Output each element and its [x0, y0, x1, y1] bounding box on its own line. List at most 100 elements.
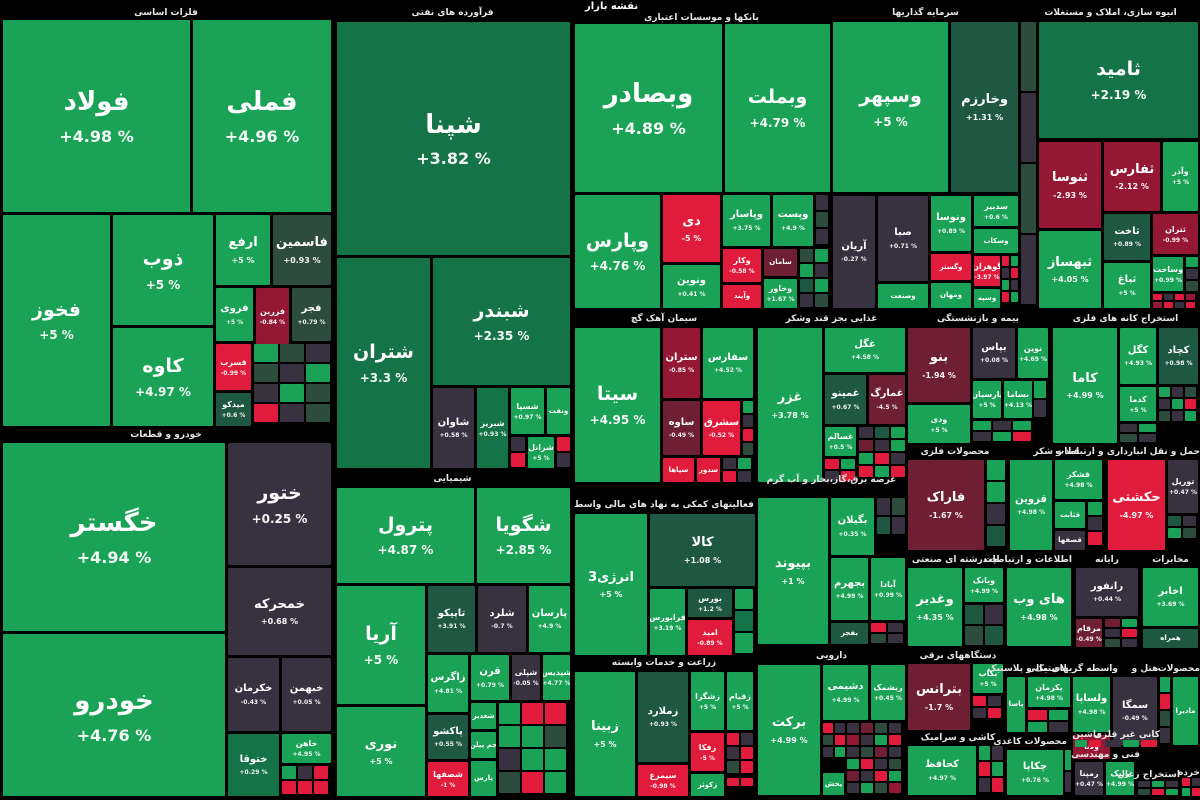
treemap-tile[interactable]: زقیام +5 %	[727, 672, 753, 730]
treemap-tile-small[interactable]	[1021, 22, 1036, 91]
treemap-tile-small[interactable]	[993, 421, 1011, 430]
treemap-tile-small[interactable]	[1185, 399, 1196, 409]
treemap-tile-small[interactable]	[254, 384, 278, 402]
treemap-tile-small[interactable]	[1186, 294, 1195, 300]
treemap-tile[interactable]: بگیلان +0.35 %	[831, 498, 874, 555]
treemap-tile-small[interactable]	[1139, 434, 1156, 442]
treemap-tile-small[interactable]	[1160, 694, 1170, 709]
treemap-tile-small[interactable]	[743, 429, 753, 441]
treemap-tile-small[interactable]	[1160, 728, 1170, 743]
treemap-tile[interactable]: وسپه	[974, 289, 1000, 308]
treemap-tile-small[interactable]	[1152, 781, 1164, 787]
treemap-tile-small[interactable]	[743, 443, 753, 455]
treemap-tile[interactable]: ثباغ +5 %	[1104, 263, 1150, 308]
treemap-tile[interactable]: وساخت +0.99 %	[1153, 257, 1183, 291]
treemap-tile-small[interactable]	[1049, 722, 1068, 732]
treemap-tile[interactable]: ساوه -0.49 %	[663, 401, 700, 455]
treemap-tile-small[interactable]	[875, 427, 889, 438]
treemap-tile[interactable]: شگویا +2.85 %	[477, 488, 570, 583]
treemap-tile-small[interactable]	[979, 778, 990, 792]
treemap-tile[interactable]: ستران -0.85 %	[663, 328, 700, 398]
treemap-tile-small[interactable]	[254, 364, 278, 382]
treemap-tile-small[interactable]	[800, 279, 813, 292]
treemap-tile-small[interactable]	[815, 264, 828, 277]
treemap-tile-small[interactable]	[1186, 281, 1198, 291]
treemap-tile-small[interactable]	[1122, 629, 1137, 637]
treemap-tile[interactable]: وبانک +4.99 %	[965, 568, 1003, 602]
treemap-tile[interactable]: پترول +4.87 %	[337, 488, 474, 583]
treemap-tile[interactable]: دشیمی +4.99 %	[823, 665, 868, 720]
treemap-tile[interactable]: غگل +4.58 %	[825, 328, 905, 372]
treemap-tile-small[interactable]	[1065, 772, 1071, 792]
treemap-tile-small[interactable]	[891, 440, 905, 451]
treemap-tile[interactable]: بورس +1.2 %	[688, 589, 732, 617]
treemap-tile-small[interactable]	[1120, 424, 1137, 432]
treemap-tile[interactable]: قثابت	[1055, 502, 1085, 528]
treemap-tile[interactable]: میدکو +0.6 %	[216, 393, 251, 426]
treemap-tile-small[interactable]	[743, 401, 753, 413]
treemap-tile-small[interactable]	[965, 626, 983, 645]
treemap-tile-small[interactable]	[875, 440, 889, 451]
treemap-tile[interactable]: خگستر +4.94 %	[3, 443, 225, 631]
treemap-tile-small[interactable]	[1159, 411, 1170, 421]
treemap-tile-small[interactable]	[973, 708, 986, 718]
treemap-tile-small[interactable]	[1013, 432, 1031, 441]
treemap-tile-small[interactable]	[1164, 302, 1173, 308]
treemap-tile-small[interactable]	[1065, 750, 1071, 770]
treemap-tile[interactable]: بترانس -1.7 %	[908, 664, 970, 730]
treemap-tile-small[interactable]	[545, 726, 566, 747]
treemap-tile[interactable]: کچاد +0.98 %	[1159, 328, 1198, 384]
treemap-tile[interactable]: همراه	[1143, 629, 1198, 648]
treemap-tile-small[interactable]	[1160, 711, 1170, 726]
treemap-tile-small[interactable]	[889, 759, 901, 769]
treemap-tile-small[interactable]	[847, 723, 859, 733]
treemap-tile[interactable]: دی -5 %	[663, 195, 720, 262]
treemap-tile-small[interactable]	[1172, 387, 1183, 397]
treemap-tile-small[interactable]	[499, 703, 520, 724]
treemap-tile-small[interactable]	[522, 749, 543, 770]
treemap-tile-small[interactable]	[735, 589, 753, 609]
treemap-tile[interactable]: پارس	[471, 761, 496, 796]
treemap-tile-small[interactable]	[1034, 400, 1046, 417]
treemap-tile[interactable]: شپنا +3.82 %	[337, 22, 570, 255]
treemap-tile-small[interactable]	[816, 229, 828, 244]
treemap-tile-small[interactable]	[847, 747, 859, 757]
treemap-tile[interactable]: شسپا +0.97 %	[511, 388, 544, 434]
treemap-tile-small[interactable]	[985, 605, 1003, 624]
treemap-tile[interactable]: بپیوند +1 %	[758, 498, 828, 644]
treemap-tile-small[interactable]	[727, 747, 739, 759]
treemap-tile[interactable]: صبا +0.71 %	[878, 196, 928, 281]
treemap-tile[interactable]: زفکا -5 %	[691, 733, 724, 771]
treemap-tile-small[interactable]	[1105, 629, 1120, 637]
treemap-tile-small[interactable]	[888, 623, 903, 632]
treemap-tile[interactable]: غمینو +0.67 %	[825, 375, 866, 424]
treemap-tile[interactable]: کگل +4.93 %	[1120, 328, 1156, 384]
treemap-tile[interactable]: ثبهساز +4.05 %	[1039, 231, 1101, 308]
treemap-tile-small[interactable]	[545, 703, 566, 724]
treemap-tile-small[interactable]	[1028, 710, 1047, 720]
treemap-tile-small[interactable]	[1122, 639, 1137, 647]
treemap-tile-small[interactable]	[992, 778, 1003, 792]
treemap-tile-small[interactable]	[1172, 399, 1183, 409]
treemap-tile[interactable]: خاهن +4.95 %	[282, 734, 331, 763]
treemap-tile[interactable]: قصفها	[1055, 531, 1085, 550]
treemap-tile-small[interactable]	[889, 747, 901, 757]
treemap-tile[interactable]: شپدیس +4.77 %	[543, 655, 570, 700]
treemap-tile-small[interactable]	[1183, 516, 1196, 526]
treemap-tile-small[interactable]	[835, 747, 845, 757]
treemap-tile-small[interactable]	[298, 766, 312, 779]
treemap-tile[interactable]: شتران +3.3 %	[337, 258, 430, 468]
treemap-tile-small[interactable]	[985, 626, 1003, 645]
treemap-tile[interactable]: فروی +5 %	[216, 288, 253, 341]
treemap-tile-small[interactable]	[875, 771, 887, 781]
treemap-tile-small[interactable]	[1088, 532, 1102, 545]
treemap-tile-small[interactable]	[891, 427, 905, 438]
treemap-tile[interactable]: کاوه +4.97 %	[113, 328, 213, 426]
treemap-tile-small[interactable]	[723, 471, 736, 482]
treemap-tile-small[interactable]	[859, 466, 873, 477]
treemap-tile-small[interactable]	[1123, 740, 1139, 747]
treemap-tile[interactable]: چکاپا +0.76 %	[1007, 750, 1063, 795]
treemap-tile[interactable]: ولساپا +4.98 %	[1073, 677, 1110, 732]
treemap-tile-small[interactable]	[314, 781, 328, 794]
treemap-tile-small[interactable]	[1186, 269, 1198, 279]
